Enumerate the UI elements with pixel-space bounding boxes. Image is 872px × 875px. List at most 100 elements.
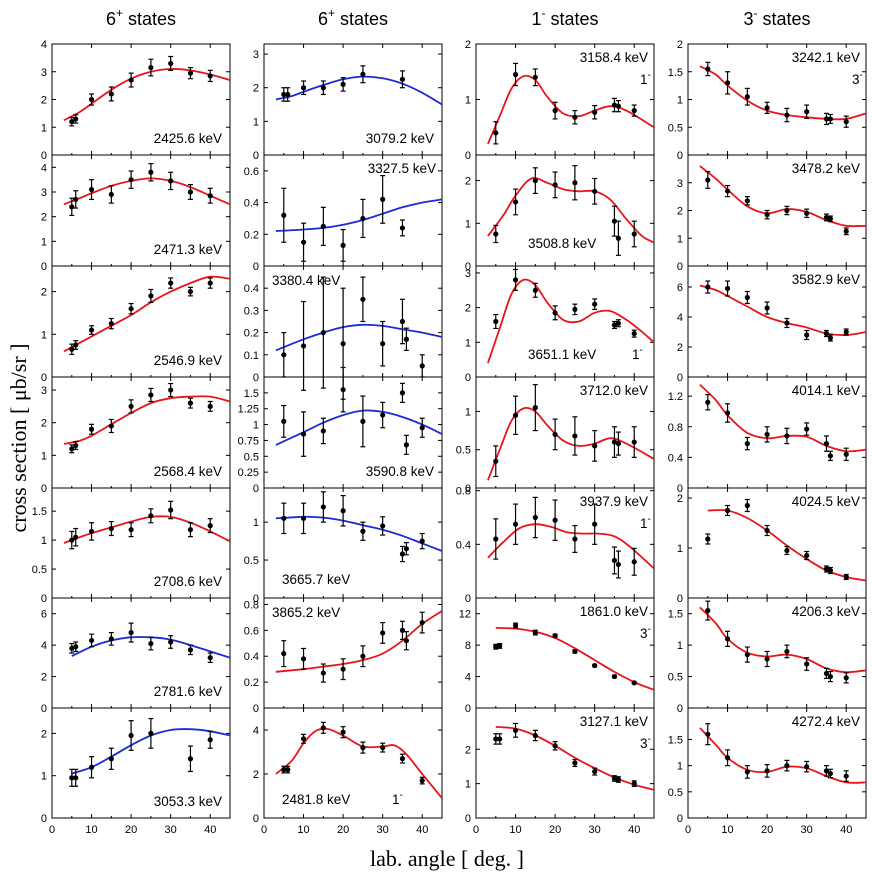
- data-point: [399, 318, 406, 325]
- data-point: [804, 109, 810, 115]
- y-tick-label: 0: [677, 372, 683, 384]
- y-tick-label: 1: [465, 406, 471, 418]
- fit-curve: [699, 606, 866, 674]
- y-tick-label: 0.3: [244, 305, 259, 317]
- data-point: [823, 441, 830, 447]
- y-tick-label: 0.4: [668, 452, 683, 464]
- y-tick-label: 2: [677, 206, 683, 218]
- data-point: [399, 627, 406, 633]
- panel-4206.3: 0 0.5 1 1.5 4206.3 keV: [668, 597, 867, 715]
- data-point: [340, 729, 346, 735]
- data-point: [128, 629, 134, 636]
- y-tick-label: 1: [677, 233, 683, 245]
- data-point: [148, 392, 154, 398]
- data-point: [320, 330, 326, 336]
- data-point: [572, 114, 578, 120]
- energy-label: 2481.8 keV: [282, 792, 350, 807]
- data-point: [300, 343, 307, 349]
- data-point: [285, 767, 291, 773]
- spin-label: 1-: [640, 514, 651, 531]
- x-tick-label: 40: [628, 824, 640, 836]
- y-tick-label: 0: [677, 703, 683, 715]
- y-tick-label: 0: [465, 813, 471, 825]
- y-tick-label: 1: [465, 779, 471, 791]
- energy-label: 2425.6 keV: [154, 131, 222, 146]
- panel-3380.4: 0 0.1 0.2 0.3 0.4 3380.4 keV: [244, 265, 443, 400]
- panel-2425.6: 0 1 2 3 4 2425.6 keV: [41, 39, 231, 162]
- data-point: [493, 318, 499, 325]
- data-point: [108, 423, 114, 429]
- fit-curve: [707, 509, 866, 582]
- data-point: [73, 116, 79, 122]
- data-point: [611, 218, 618, 224]
- data-point: [497, 736, 503, 742]
- y-tick-label: 0: [465, 703, 471, 715]
- y-tick-label: 2: [41, 728, 47, 740]
- fit-curve: [487, 177, 654, 244]
- y-tick-label: 2: [41, 287, 47, 299]
- energy-label: 3865.2 keV: [272, 605, 340, 620]
- y-tick-label: 1: [677, 95, 683, 107]
- column-titles: 6+ states 6+ states 1- states 3- states: [106, 6, 811, 29]
- data-point: [784, 648, 790, 655]
- data-point: [592, 521, 598, 527]
- y-tick-label: 0: [253, 372, 259, 384]
- fit-curve: [63, 68, 230, 122]
- data-point: [705, 536, 711, 542]
- data-point: [705, 607, 711, 614]
- data-point: [764, 105, 770, 111]
- x-tick-label: 20: [125, 824, 137, 836]
- data-point: [69, 204, 75, 210]
- data-point: [823, 566, 830, 572]
- y-tick-label: 4: [41, 39, 47, 51]
- data-point: [360, 745, 366, 751]
- y-tick-label: 1: [677, 543, 683, 555]
- data-point: [823, 116, 830, 122]
- data-point: [108, 191, 114, 198]
- fit-curve: [699, 727, 866, 784]
- y-tick-label: 2: [41, 672, 47, 684]
- column-title: 1- states: [531, 6, 598, 29]
- x-tick-label: 30: [589, 824, 601, 836]
- data-point: [764, 305, 770, 311]
- data-point: [281, 651, 287, 657]
- spin-label: 1-: [640, 70, 651, 87]
- panel-3665.7: 0 0.5 1 3665.7 keV: [244, 487, 443, 605]
- data-point: [73, 196, 79, 202]
- y-tick-label: 0: [253, 813, 259, 825]
- data-point: [744, 502, 750, 509]
- data-point: [552, 633, 558, 639]
- data-point: [552, 431, 558, 438]
- data-point: [744, 198, 750, 204]
- data-point: [187, 647, 194, 653]
- panel-2781.6: 0 2 4 6 2781.6 keV: [41, 597, 231, 715]
- data-point: [572, 306, 578, 312]
- data-point: [843, 574, 849, 580]
- data-point: [592, 768, 598, 775]
- data-point: [380, 341, 386, 347]
- x-tick-label: 20: [337, 824, 349, 836]
- data-point: [128, 732, 134, 739]
- data-point: [285, 91, 291, 98]
- y-tick-label: 0: [41, 261, 47, 273]
- data-point: [88, 528, 95, 535]
- spin-label: 3-: [640, 734, 651, 751]
- data-point: [300, 239, 307, 245]
- data-point: [320, 428, 326, 434]
- data-point: [724, 80, 731, 86]
- data-point: [827, 673, 834, 680]
- y-tick-label: 0.8: [668, 422, 683, 434]
- data-point: [419, 425, 425, 431]
- y-tick-label: 0.5: [668, 787, 683, 799]
- data-point: [207, 523, 213, 529]
- panel-frame: [475, 707, 655, 819]
- data-point: [300, 656, 307, 662]
- data-point: [108, 321, 114, 327]
- x-tick-label: 0: [261, 824, 267, 836]
- y-tick-label: 4: [41, 162, 47, 174]
- data-point: [552, 182, 558, 188]
- fit-curve: [495, 627, 654, 691]
- y-tick-label: 1: [41, 771, 47, 783]
- y-tick-label: 3: [677, 178, 683, 190]
- y-tick-label: 0.6: [244, 166, 259, 178]
